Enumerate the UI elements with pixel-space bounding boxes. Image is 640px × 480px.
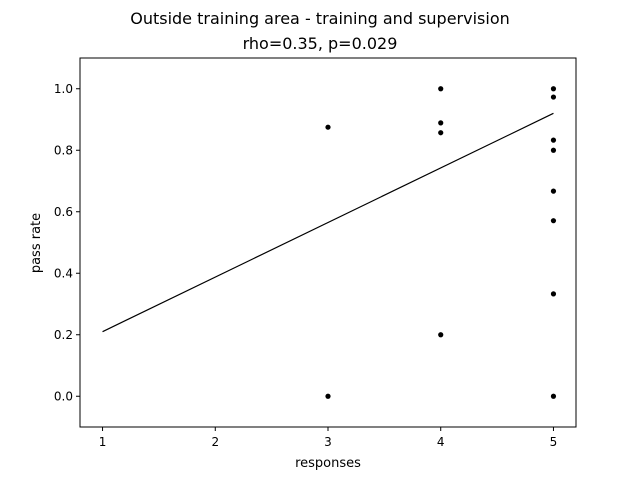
x-axis-label: responses	[295, 456, 361, 471]
y-tick-label: 0.0	[54, 389, 73, 403]
y-tick-label: 0.2	[54, 328, 73, 342]
data-point	[550, 188, 557, 194]
data-point	[550, 86, 557, 92]
data-point	[438, 332, 444, 338]
data-point	[550, 291, 557, 297]
data-point	[438, 130, 444, 136]
plot-area: 1 2 3 4 5 0.0 0.2 0.4 0.6 0.8 1.0	[54, 57, 577, 449]
y-tick-label: 0.8	[54, 143, 73, 157]
data-point	[438, 120, 444, 126]
data-point	[325, 124, 331, 130]
data-point	[550, 147, 557, 153]
data-point	[550, 94, 557, 100]
regression-line	[102, 112, 554, 333]
chart-subtitle: rho=0.35, p=0.029	[243, 34, 398, 53]
chart-title: Outside training area - training and sup…	[130, 9, 510, 28]
y-tick-label: 0.6	[54, 205, 73, 219]
x-tick-label: 4	[437, 435, 445, 449]
data-point	[550, 393, 557, 399]
data-point	[325, 393, 331, 399]
x-tick-label: 3	[324, 435, 332, 449]
data-point	[550, 218, 557, 224]
x-tick-label: 1	[99, 435, 107, 449]
data-point	[550, 137, 557, 143]
plot-frame	[79, 57, 577, 428]
y-axis-label: pass rate	[29, 213, 44, 273]
x-tick-label: 5	[550, 435, 558, 449]
data-point	[438, 86, 444, 92]
y-tick-label: 1.0	[54, 82, 73, 96]
y-tick-label: 0.4	[54, 266, 73, 280]
x-tick-label: 2	[211, 435, 219, 449]
